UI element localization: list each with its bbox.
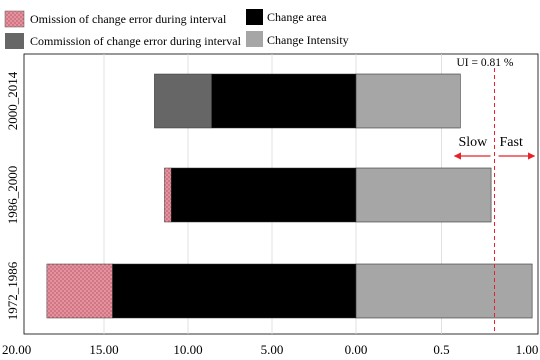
- fast-label: Fast: [500, 135, 523, 150]
- legend-swatch-omission: [4, 10, 25, 28]
- omission-bar: [164, 167, 172, 223]
- x-tick-label: 20.00: [2, 342, 31, 357]
- change-area-bar: [211, 73, 357, 129]
- uniform-intensity: UI = 0.81 % Slow Fast: [453, 57, 536, 334]
- legend: Omission of change error during interval…: [4, 9, 349, 49]
- category-label: 1972_1986: [5, 261, 20, 320]
- legend-swatch-change-area: [246, 9, 263, 25]
- legend-swatch-change-intensity: [246, 31, 263, 47]
- category-label: 2000_2014: [5, 71, 20, 130]
- legend-item-change-area: Change area: [246, 9, 327, 25]
- omission-bar: [46, 263, 113, 319]
- change-area-bar: [112, 263, 357, 319]
- intensity-bar: [355, 73, 461, 129]
- category-label: 1986_2000: [5, 166, 20, 225]
- intensity-bar: [355, 167, 492, 223]
- x-tick-label: 15.00: [89, 342, 118, 357]
- uniform-intensity-label: UI = 0.81 %: [457, 57, 514, 69]
- tick-labels: 20.00 15.00 10.00 5.00 0.00 0.5 1.00: [2, 342, 538, 357]
- x-tick-label: 10.00: [173, 342, 202, 357]
- x-tick-label: 5.00: [261, 342, 284, 357]
- legend-label-omission: Omission of change error during interval: [30, 12, 227, 26]
- change-area-bar: [170, 167, 357, 223]
- legend-label-change-area: Change area: [267, 10, 327, 24]
- legend-item-change-intensity: Change Intensity: [246, 31, 349, 47]
- legend-item-commission: Commission of change error during interv…: [5, 33, 242, 49]
- x-tick-label: 0.5: [433, 342, 449, 357]
- legend-label-commission: Commission of change error during interv…: [30, 34, 242, 48]
- legend-label-change-intensity: Change Intensity: [267, 33, 349, 47]
- intensity-bar: [355, 263, 533, 319]
- slow-label: Slow: [459, 135, 489, 150]
- bars: [46, 73, 533, 319]
- x-tick-label: 0.00: [345, 342, 368, 357]
- legend-item-omission: Omission of change error during interval: [4, 10, 227, 28]
- x-tick-label: 1.00: [516, 342, 539, 357]
- commission-bar: [154, 73, 212, 129]
- category-labels: 2000_2014 1986_2000 1972_1986: [5, 71, 20, 320]
- legend-swatch-commission: [5, 33, 24, 49]
